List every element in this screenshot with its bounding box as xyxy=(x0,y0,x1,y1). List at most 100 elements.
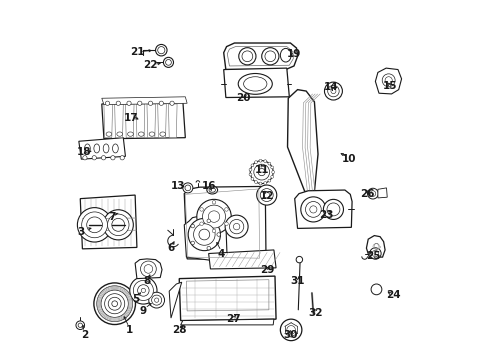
Circle shape xyxy=(77,208,112,242)
Text: 30: 30 xyxy=(283,330,297,340)
Circle shape xyxy=(116,101,120,105)
Circle shape xyxy=(107,214,129,235)
Circle shape xyxy=(188,219,220,251)
Text: 5: 5 xyxy=(132,294,140,304)
Circle shape xyxy=(137,101,142,105)
Text: 3: 3 xyxy=(78,227,85,237)
Ellipse shape xyxy=(149,132,155,136)
Circle shape xyxy=(254,181,257,184)
Ellipse shape xyxy=(206,186,217,194)
Ellipse shape xyxy=(106,132,112,136)
Circle shape xyxy=(369,191,375,197)
Circle shape xyxy=(82,156,87,160)
Circle shape xyxy=(253,164,269,180)
Ellipse shape xyxy=(112,144,118,153)
Circle shape xyxy=(190,241,194,245)
Circle shape xyxy=(286,325,295,334)
Ellipse shape xyxy=(238,48,255,65)
Circle shape xyxy=(206,219,210,222)
Ellipse shape xyxy=(117,132,122,136)
Ellipse shape xyxy=(160,132,165,136)
Circle shape xyxy=(140,261,156,277)
Circle shape xyxy=(196,199,231,234)
Circle shape xyxy=(104,294,124,314)
Circle shape xyxy=(382,74,394,87)
Ellipse shape xyxy=(84,144,90,153)
Text: 15: 15 xyxy=(382,81,396,91)
Circle shape xyxy=(267,179,270,182)
Polygon shape xyxy=(102,97,187,105)
Circle shape xyxy=(101,156,105,160)
Polygon shape xyxy=(115,104,123,138)
Circle shape xyxy=(86,217,102,233)
Circle shape xyxy=(384,77,391,84)
Ellipse shape xyxy=(103,144,109,153)
Circle shape xyxy=(323,199,343,220)
Circle shape xyxy=(369,248,380,259)
Text: 22: 22 xyxy=(143,59,158,69)
Circle shape xyxy=(129,277,157,304)
Polygon shape xyxy=(80,195,137,249)
Circle shape xyxy=(371,250,378,257)
Circle shape xyxy=(200,222,203,226)
Circle shape xyxy=(260,189,273,202)
Text: 13: 13 xyxy=(171,181,185,192)
Circle shape xyxy=(184,185,190,191)
Polygon shape xyxy=(158,104,166,138)
Circle shape xyxy=(280,319,301,341)
Text: 4: 4 xyxy=(217,248,224,258)
Circle shape xyxy=(137,285,149,296)
Circle shape xyxy=(250,164,253,167)
Circle shape xyxy=(141,288,145,293)
Polygon shape xyxy=(287,90,317,192)
Text: 7: 7 xyxy=(108,212,115,221)
Text: 32: 32 xyxy=(307,309,322,318)
Circle shape xyxy=(270,175,273,178)
Text: 26: 26 xyxy=(359,189,374,199)
Text: 18: 18 xyxy=(77,147,91,157)
Text: 9: 9 xyxy=(140,306,146,316)
Polygon shape xyxy=(223,43,297,69)
Circle shape xyxy=(199,229,209,240)
Circle shape xyxy=(165,59,171,65)
Text: 10: 10 xyxy=(341,154,356,164)
Text: 25: 25 xyxy=(365,251,379,261)
Circle shape xyxy=(76,321,84,329)
Circle shape xyxy=(212,229,215,233)
Circle shape xyxy=(105,101,109,105)
Circle shape xyxy=(250,177,253,180)
Circle shape xyxy=(305,202,321,217)
Text: 8: 8 xyxy=(143,276,150,286)
Text: 21: 21 xyxy=(129,46,144,57)
Polygon shape xyxy=(136,104,144,138)
Circle shape xyxy=(101,290,128,318)
Text: 27: 27 xyxy=(225,314,240,324)
Circle shape xyxy=(250,161,273,184)
Circle shape xyxy=(193,224,215,245)
Text: 24: 24 xyxy=(385,291,400,301)
Polygon shape xyxy=(147,104,155,138)
Circle shape xyxy=(97,286,132,321)
Circle shape xyxy=(259,182,262,185)
Ellipse shape xyxy=(209,201,215,207)
Circle shape xyxy=(158,46,164,54)
Polygon shape xyxy=(169,282,182,318)
Circle shape xyxy=(327,85,339,97)
Polygon shape xyxy=(208,250,276,269)
Circle shape xyxy=(264,192,269,198)
Circle shape xyxy=(259,159,262,162)
Circle shape xyxy=(271,171,274,174)
Circle shape xyxy=(229,220,244,234)
Polygon shape xyxy=(377,188,386,198)
Text: 20: 20 xyxy=(236,93,250,103)
Polygon shape xyxy=(168,104,177,138)
Circle shape xyxy=(370,284,381,295)
Ellipse shape xyxy=(242,51,252,62)
Polygon shape xyxy=(104,104,112,138)
Text: 29: 29 xyxy=(260,265,274,275)
Text: 1: 1 xyxy=(125,325,132,335)
Text: 31: 31 xyxy=(290,276,304,286)
Polygon shape xyxy=(135,259,162,279)
Text: 2: 2 xyxy=(81,330,88,340)
Circle shape xyxy=(155,44,167,56)
